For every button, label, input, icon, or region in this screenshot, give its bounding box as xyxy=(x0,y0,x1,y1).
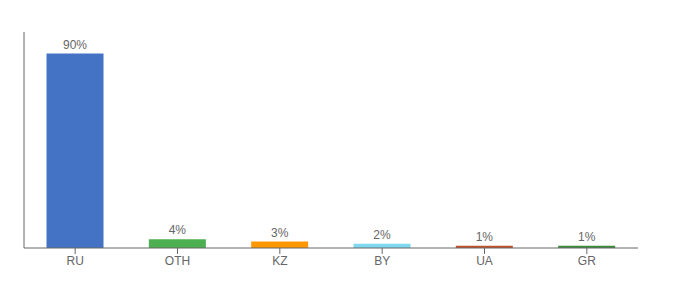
svg-text:2%: 2% xyxy=(373,228,391,242)
svg-text:RU: RU xyxy=(66,254,83,268)
svg-text:90%: 90% xyxy=(63,38,87,52)
svg-text:KZ: KZ xyxy=(272,254,287,268)
svg-text:UA: UA xyxy=(476,254,493,268)
svg-text:4%: 4% xyxy=(169,223,187,237)
svg-text:3%: 3% xyxy=(271,226,289,240)
svg-text:1%: 1% xyxy=(578,230,596,244)
svg-text:GR: GR xyxy=(578,254,596,268)
svg-text:BY: BY xyxy=(374,254,390,268)
svg-text:1%: 1% xyxy=(476,230,494,244)
svg-text:OTH: OTH xyxy=(165,254,190,268)
